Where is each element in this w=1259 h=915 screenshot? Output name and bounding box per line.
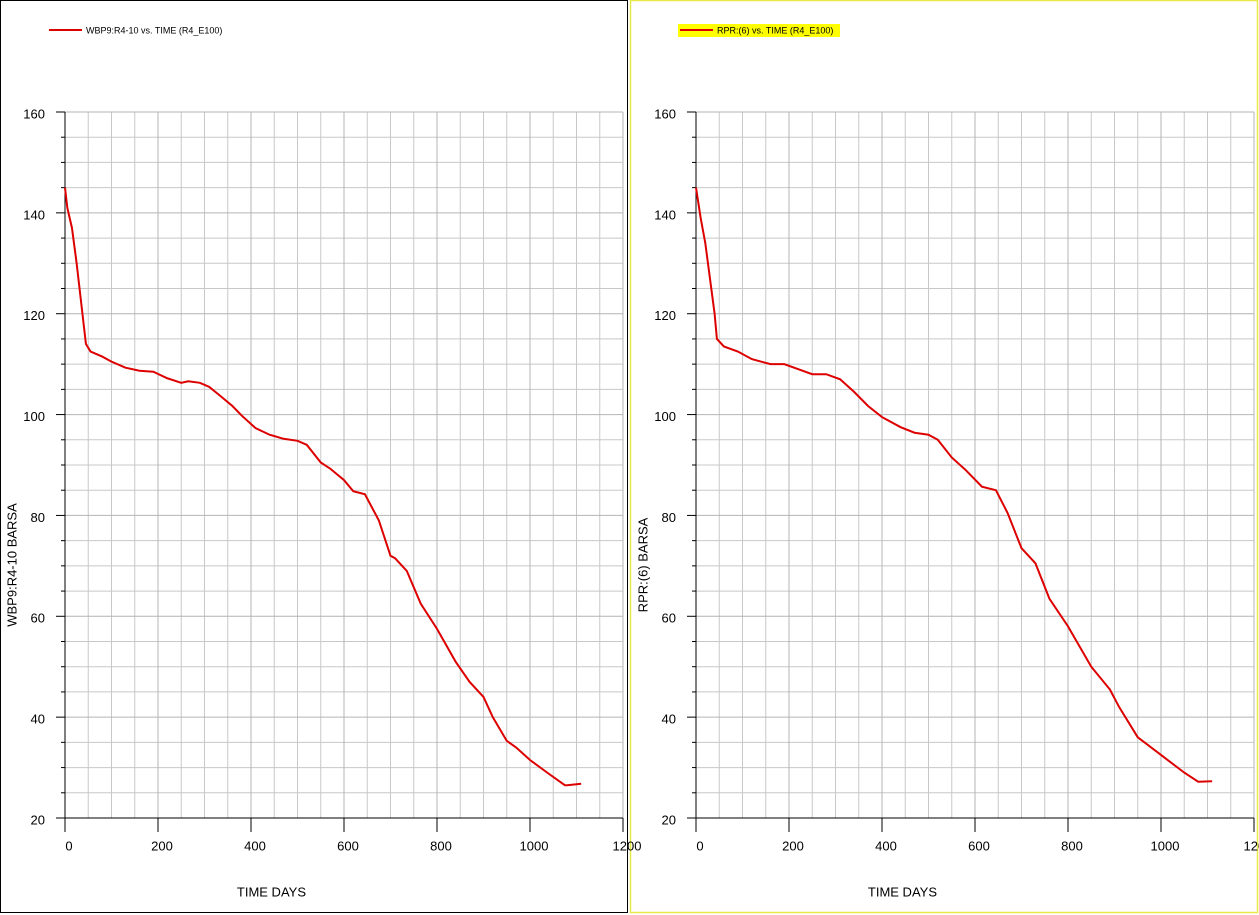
y-tick-label: 140 [23,207,45,222]
x-tick-label: 200 [782,838,804,853]
x-tick-label: 600 [968,838,990,853]
y-tick-label: 140 [654,207,676,222]
y-tick-label: 80 [31,510,45,525]
y-tick-label: 100 [654,409,676,424]
x-tick-label: 400 [244,838,266,853]
y-tick-label: 20 [31,812,45,827]
y-tick-label: 120 [23,308,45,323]
x-tick-label: 800 [1061,838,1083,853]
x-tick-label: 0 [65,838,72,853]
x-tick-label: 600 [337,838,359,853]
x-tick-label: 800 [430,838,452,853]
panel-border [629,0,1259,914]
x-tick-label: 400 [875,838,897,853]
data-line [695,187,1213,783]
x-tick-label: 1200 [1244,838,1259,853]
x-tick-label: 0 [696,838,703,853]
x-tick-label: 1000 [1151,838,1180,853]
x-tick-label: 1000 [520,838,549,853]
y-tick-label: 100 [23,409,45,424]
x-tick-label: 1200 [613,838,642,853]
panel-border [0,0,628,913]
y-tick-label: 20 [662,812,676,827]
x-tick-label: 200 [151,838,173,853]
y-tick-label: 80 [662,510,676,525]
y-tick-label: 160 [23,106,45,121]
legend-label: RPR:(6) vs. TIME (R4_E100) [717,25,833,35]
y-tick-label: 40 [662,712,676,727]
legend-label: WBP9:R4-10 vs. TIME (R4_E100) [86,25,222,35]
x-axis-title: TIME DAYS [868,884,937,899]
data-line [64,187,582,787]
y-tick-label: 60 [31,611,45,626]
y-tick-label: 40 [31,712,45,727]
y-axis-title: RPR:(6) BARSA [635,517,650,612]
y-tick-label: 120 [654,308,676,323]
y-tick-label: 160 [654,106,676,121]
y-tick-label: 60 [662,611,676,626]
x-axis-title: TIME DAYS [237,884,306,899]
legend-highlight [678,24,840,37]
y-axis-title: WBP9:R4-10 BARSA [4,503,19,627]
